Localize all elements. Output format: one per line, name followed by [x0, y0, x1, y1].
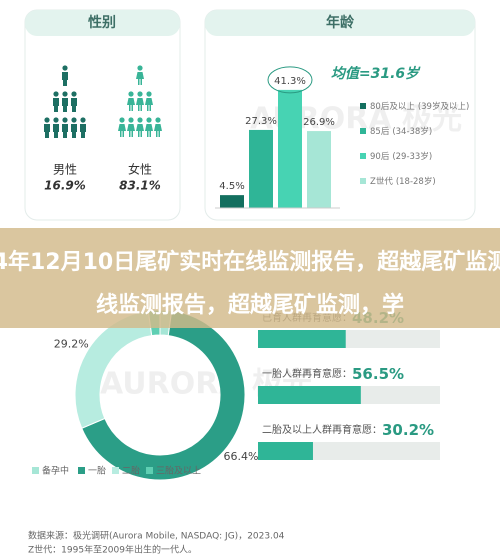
legend-label: 三胎及以上	[156, 465, 201, 477]
pictogram-group	[44, 65, 86, 138]
person-head	[155, 117, 161, 123]
gender-title: 性别	[88, 14, 116, 31]
legend-category: 85后	[370, 126, 390, 137]
legend-category: 80后及以上	[370, 101, 415, 112]
person-head	[62, 65, 68, 71]
legend-swatch	[360, 153, 366, 159]
person-head	[44, 117, 50, 123]
person-head	[146, 91, 152, 97]
category-label: 女性	[128, 162, 152, 177]
person-head	[53, 117, 59, 123]
person-body	[154, 124, 162, 137]
value-label: 66.4%	[224, 450, 259, 463]
person-head	[119, 117, 125, 123]
person-body	[62, 124, 68, 138]
legend-swatch	[146, 467, 153, 474]
bar	[220, 195, 244, 208]
value-label: 4.5%	[219, 181, 244, 192]
person-body	[53, 98, 59, 112]
person-body	[127, 98, 135, 111]
value-label: 83.1%	[119, 179, 161, 193]
legend-label: Z世代 (18-28岁)	[370, 176, 436, 187]
legend-label: 90后 (29-33岁)	[370, 151, 432, 162]
person-head	[146, 117, 152, 123]
person-body	[71, 98, 77, 112]
person-body	[118, 124, 126, 137]
value-label: 27.3%	[245, 116, 277, 127]
gender-card-header	[25, 10, 180, 36]
legend-label: 一胎	[88, 465, 106, 477]
legend-swatch	[360, 103, 366, 109]
legend-swatch	[78, 467, 85, 474]
legend-label: 85后 (34-38岁)	[370, 126, 432, 137]
person-body	[145, 98, 153, 111]
progress-label: 二胎及以上人群再育意愿：30.2%	[262, 421, 434, 439]
person-head	[128, 117, 134, 123]
person-body	[136, 124, 144, 137]
person-head	[71, 91, 77, 97]
legend-category: Z世代	[370, 176, 393, 187]
value-label: 26.9%	[303, 117, 335, 128]
person-head	[137, 117, 143, 123]
progress-bar	[258, 442, 313, 460]
progress-category: 二胎及以上人群再育意愿：	[262, 423, 382, 436]
legend-swatch	[360, 128, 366, 134]
progress-value: 30.2%	[382, 421, 434, 439]
person-body	[136, 72, 144, 85]
pictogram-group	[118, 65, 162, 137]
person-body	[127, 124, 135, 137]
progress-value: 56.5%	[352, 365, 404, 383]
banner-line: 2024年12月10日尾矿实时在线监测报告，超越尾矿监测，学	[0, 249, 500, 275]
legend-category: 90后	[370, 151, 390, 162]
bar	[249, 129, 273, 208]
legend-note: (34-38岁)	[392, 126, 432, 137]
banner-line: 线监测报告，超越尾矿监测，学	[96, 292, 404, 318]
donut-segment	[81, 310, 246, 481]
legend-label: 80后及以上 (39岁及以上)	[370, 101, 469, 112]
footer-source: 数据来源：极光调研(Aurora Mobile, NASDAQ: JG)，202…	[28, 530, 285, 542]
mean-annotation: 均值=31.6岁	[331, 65, 421, 82]
age-card-header	[205, 10, 475, 36]
person-body	[80, 124, 86, 138]
legend-swatch	[32, 467, 39, 474]
person-body	[145, 124, 153, 137]
progress-label: 一胎人群再育意愿：56.5%	[262, 365, 404, 383]
person-body	[71, 124, 77, 138]
person-head	[137, 65, 143, 71]
value-label: 29.2%	[54, 338, 89, 351]
value-label: 16.9%	[44, 179, 86, 193]
legend-swatch	[360, 178, 366, 184]
person-head	[137, 91, 143, 97]
bar	[278, 89, 302, 208]
progress-bar	[258, 330, 346, 348]
person-body	[136, 98, 144, 111]
banner-background	[0, 228, 500, 328]
legend-note: (29-33岁)	[392, 151, 432, 162]
category-label: 男性	[53, 163, 77, 177]
progress-category: 一胎人群再育意愿：	[262, 367, 352, 380]
progress-bar	[258, 386, 361, 404]
legend-note: (39岁及以上)	[418, 101, 469, 112]
legend-label: 备孕中	[42, 465, 69, 477]
person-head	[128, 91, 134, 97]
legend-label: 二胎	[122, 465, 140, 477]
highlight-circle	[267, 66, 313, 94]
person-head	[71, 117, 77, 123]
legend-swatch	[112, 467, 119, 474]
person-body	[44, 124, 50, 138]
person-head	[62, 91, 68, 97]
value-label: 41.3%	[274, 76, 306, 87]
person-head	[80, 117, 86, 123]
legend-note: (18-28岁)	[396, 176, 436, 187]
bar	[307, 131, 331, 208]
person-body	[62, 72, 68, 86]
person-head	[53, 91, 59, 97]
age-title: 年龄	[326, 14, 355, 31]
person-body	[62, 98, 68, 112]
person-body	[53, 124, 59, 138]
person-head	[62, 117, 68, 123]
footer-note: Z世代：1995年至2009年出生的一代人。	[28, 544, 197, 556]
